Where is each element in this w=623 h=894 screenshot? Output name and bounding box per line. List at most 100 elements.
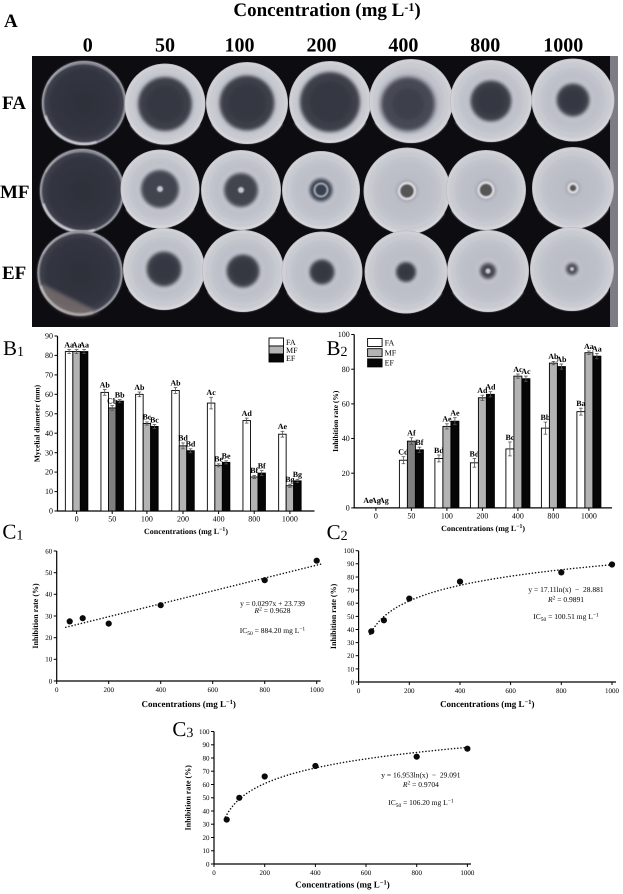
svg-text:Aa: Aa — [79, 340, 89, 349]
svg-text:Ba: Ba — [576, 399, 585, 408]
svg-text:70: 70 — [203, 768, 211, 776]
svg-text:y = 0.0297x + 23.739: y = 0.0297x + 23.739 — [240, 599, 305, 608]
svg-text:0: 0 — [75, 515, 79, 524]
svg-text:B1: B1 — [3, 336, 24, 360]
svg-text:80: 80 — [347, 573, 355, 581]
svg-text:600: 600 — [505, 687, 516, 695]
svg-text:40: 40 — [45, 591, 53, 599]
svg-text:Bg: Bg — [285, 475, 294, 484]
svg-text:200: 200 — [307, 35, 337, 57]
svg-text:0: 0 — [357, 687, 361, 695]
svg-text:Inhibition rate (%): Inhibition rate (%) — [331, 390, 340, 452]
svg-text:Bb: Bb — [115, 390, 125, 399]
svg-text:B2: B2 — [327, 336, 348, 360]
svg-text:20: 20 — [342, 469, 350, 478]
svg-text:Ab: Ab — [100, 380, 111, 389]
svg-text:0: 0 — [351, 678, 355, 686]
svg-text:400: 400 — [512, 512, 524, 521]
svg-text:100: 100 — [225, 35, 255, 57]
svg-text:400: 400 — [455, 687, 466, 695]
svg-text:50: 50 — [45, 409, 53, 418]
svg-text:0: 0 — [49, 507, 53, 516]
svg-text:20: 20 — [45, 468, 53, 477]
svg-text:Ad: Ad — [485, 383, 496, 392]
svg-text:200: 200 — [103, 686, 114, 694]
svg-text:Bc: Bc — [142, 413, 151, 422]
svg-text:100: 100 — [141, 515, 153, 524]
svg-text:800: 800 — [411, 869, 422, 877]
svg-text:40: 40 — [203, 807, 211, 815]
svg-text:MF: MF — [0, 182, 30, 203]
svg-text:Concentration (mg L-1): Concentration (mg L-1) — [233, 0, 420, 21]
svg-text:1000: 1000 — [460, 869, 475, 877]
svg-text:Inhibition rate (%): Inhibition rate (%) — [31, 583, 40, 649]
svg-text:EF: EF — [385, 359, 395, 368]
svg-text:50: 50 — [108, 515, 116, 524]
svg-text:Ab: Ab — [556, 355, 567, 364]
svg-text:200: 200 — [476, 512, 488, 521]
svg-text:Af: Af — [407, 429, 416, 438]
svg-text:Cb: Cb — [107, 396, 118, 405]
svg-text:50: 50 — [347, 613, 355, 621]
svg-text:80: 80 — [203, 754, 211, 762]
svg-text:0: 0 — [212, 869, 216, 877]
svg-text:10: 10 — [347, 665, 355, 673]
svg-text:Ab: Ab — [548, 352, 559, 361]
svg-text:Ac: Ac — [513, 365, 523, 374]
svg-text:Aa: Aa — [72, 340, 82, 349]
svg-text:Be: Be — [214, 455, 223, 464]
svg-text:Be: Be — [222, 452, 231, 461]
svg-text:Cd: Cd — [398, 448, 409, 457]
svg-text:MF: MF — [286, 346, 298, 355]
svg-text:Concentrations (mg L−1): Concentrations (mg L−1) — [141, 699, 235, 709]
svg-text:1000: 1000 — [543, 35, 583, 57]
svg-text:EF: EF — [286, 354, 296, 363]
svg-text:EF: EF — [2, 263, 26, 284]
svg-text:C1: C1 — [2, 520, 23, 544]
svg-text:200: 200 — [259, 869, 270, 877]
svg-text:Aa: Aa — [64, 340, 74, 349]
svg-text:50: 50 — [155, 35, 175, 57]
svg-text:90: 90 — [45, 332, 53, 341]
svg-text:Aa: Aa — [592, 344, 602, 353]
svg-text:600: 600 — [361, 869, 372, 877]
svg-text:Inhibition rate (%): Inhibition rate (%) — [184, 765, 193, 831]
svg-text:10: 10 — [45, 487, 53, 496]
svg-text:30: 30 — [203, 821, 211, 829]
svg-text:Ad: Ad — [477, 386, 488, 395]
svg-text:C3: C3 — [172, 717, 193, 741]
svg-text:MF: MF — [385, 349, 397, 358]
svg-text:1000: 1000 — [310, 686, 325, 694]
svg-text:1000: 1000 — [605, 687, 620, 695]
svg-text:90: 90 — [347, 560, 355, 568]
svg-text:Bd: Bd — [186, 440, 196, 449]
svg-text:1000: 1000 — [581, 512, 597, 521]
svg-text:400: 400 — [155, 686, 166, 694]
svg-text:Bg: Bg — [293, 470, 302, 479]
svg-text:60: 60 — [347, 600, 355, 608]
svg-text:R2 = 0.9628: R2 = 0.9628 — [254, 606, 291, 615]
svg-text:80: 80 — [45, 351, 53, 360]
svg-text:10: 10 — [45, 656, 53, 664]
svg-text:100: 100 — [199, 728, 210, 736]
svg-text:200: 200 — [177, 515, 189, 524]
svg-text:Bd: Bd — [434, 446, 444, 455]
svg-text:Ad: Ad — [242, 409, 253, 418]
svg-text:Ac: Ac — [521, 367, 531, 376]
svg-text:20: 20 — [347, 652, 355, 660]
svg-text:0: 0 — [374, 512, 378, 521]
svg-text:60: 60 — [342, 400, 350, 409]
svg-text:20: 20 — [45, 634, 53, 642]
svg-text:50: 50 — [407, 512, 415, 521]
svg-text:40: 40 — [342, 434, 350, 443]
svg-text:100: 100 — [344, 547, 355, 555]
svg-text:800: 800 — [248, 515, 260, 524]
svg-text:R2 = 0.9704: R2 = 0.9704 — [402, 780, 439, 789]
svg-text:60: 60 — [203, 781, 211, 789]
svg-text:70: 70 — [347, 587, 355, 595]
svg-text:Ag: Ag — [371, 496, 381, 505]
svg-text:C2: C2 — [327, 520, 348, 544]
svg-text:Ae: Ae — [450, 409, 460, 418]
svg-text:0: 0 — [55, 686, 59, 694]
svg-text:90: 90 — [203, 741, 211, 749]
